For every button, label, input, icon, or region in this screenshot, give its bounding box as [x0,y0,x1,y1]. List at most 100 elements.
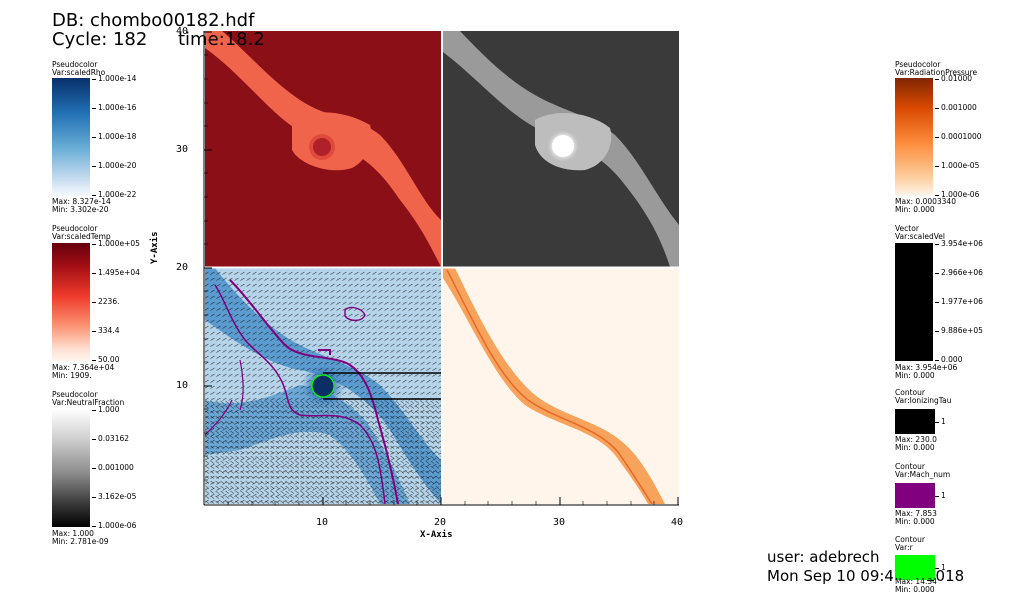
tick-label: 1.000e-05 [935,161,979,170]
legend-min: Min: 1909. [52,371,92,380]
legend-scaled-rho: Pseudocolor Var:scaledRho [52,61,105,77]
legend-var: Var:RadiationPressure [895,68,978,77]
legend-r: Contour Var:r [895,536,925,552]
colorbar-ticks: 1.000e-14 1.000e-16 1.000e-18 1.000e-20 … [92,74,152,200]
tick-label: 1.000 [92,405,119,414]
colorbar-ticks: 1.000e+05 1.495e+04 2236. 334.4 50.00 [92,239,152,365]
legend-scaled-vel: Vector Var:scaledVel [895,225,945,241]
tick-label: 334.4 [92,326,119,335]
colorbar-scaled-temp [52,243,90,361]
y-tick-label: 20 [176,262,189,273]
tick-label: 1.000e-16 [92,103,136,112]
x-tick-label: 20 [434,517,447,528]
contour-level: 1 [935,563,965,573]
legend-var: Var:scaledTemp [52,232,111,241]
panel-temperature [205,31,441,267]
contour-level: 1 [935,417,965,427]
contour-swatch-mach-num [895,483,935,508]
contour-level: 1 [935,491,965,501]
tick-label: 2.966e+06 [935,268,983,277]
date-label-tail: 2018 [926,567,965,585]
legend-mach-num: Contour Var:Mach_num [895,463,950,479]
date-label: Mon Sep 10 09:4 [767,567,894,585]
legend-var: Var:r [895,543,913,552]
legend-max: Max: 0.0003340 [895,197,956,206]
tick-label: 1.000e-06 [92,521,136,530]
legend-min: Min: 0.000 [895,517,935,526]
legend-plot-type: Contour [895,462,925,471]
legend-radiation-pressure: Pseudocolor Var:RadiationPressure [895,61,977,77]
legend-min: Min: 0.000 [895,371,935,380]
tick-label: 0.000 [935,355,962,364]
database-title: DB: chombo00182.hdf [52,10,255,31]
legend-ionizing-tau: Contour Var:IonizingTau [895,389,951,405]
x-tick-label: 40 [671,517,684,528]
tick-label: 1.000e-20 [92,161,136,170]
legend-plot-type: Pseudocolor [52,390,98,399]
legend-max: Max: 14.34 [895,577,937,586]
legend-neutral-fraction: Pseudocolor Var:NeutralFraction [52,391,124,407]
legend-var: Var:NeutralFraction [52,398,125,407]
colorbar-radiation-pressure [895,78,933,196]
tick-label: 1.000e-18 [92,132,136,141]
legend-scaled-temp: Pseudocolor Var:scaledTemp [52,225,111,241]
cycle-label: Cycle: 182 [52,29,148,50]
legend-plot-type: Contour [895,388,925,397]
tick-label: 0.03162 [92,434,129,443]
legend-min: Min: 0.000 [895,585,935,594]
y-tick-label: 30 [176,144,189,155]
legend-plot-type: Contour [895,535,925,544]
time-label: time:18.2 [178,29,265,50]
contour-swatch-r [895,555,935,580]
legend-max: Max: 1.000 [52,529,94,538]
user-label: user: adebrech [767,548,880,566]
legend-max: Max: 230.0 [895,435,937,444]
tick-label: 0.001000 [935,103,977,112]
tick-label: 1.000e-06 [935,190,979,199]
legend-var: Var:IonizingTau [895,396,952,405]
tick-label: 1.495e+04 [92,268,140,277]
legend-max: Max: 3.954e+06 [895,363,958,372]
colorbar-scaled-rho [52,78,90,196]
legend-min: Min: 2.781e-09 [52,537,109,546]
panel-density-vectors [205,268,441,504]
tick-label: 2236. [92,297,119,306]
x-axis-label: X-Axis [420,530,453,540]
legend-plot-type: Pseudocolor [52,60,98,69]
panel-radiation-pressure [443,268,679,504]
colorbar-ticks: 3.954e+06 2.966e+06 1.977e+06 9.886e+05 … [935,239,995,365]
legend-min: Min: 0.000 [895,205,935,214]
tick-label: 50.00 [92,355,119,364]
legend-min: Min: 0.000 [895,443,935,452]
y-tick-label: 40 [176,26,189,37]
tick-label: 0.001000 [92,463,134,472]
legend-var: Var:scaledRho [52,68,106,77]
legend-var: Var:Mach_num [895,470,951,479]
tick-label: 9.886e+05 [935,326,983,335]
colorbar-scaled-vel [895,243,933,361]
tick-label: 0.01000 [935,74,972,83]
colorbar-ticks: 1.000 0.03162 0.001000 3.162e-05 1.000e-… [92,405,152,531]
legend-var: Var:scaledVel [895,232,945,241]
legend-plot-type: Pseudocolor [52,224,98,233]
colorbar-ticks: 0.01000 0.001000 0.0001000 1.000e-05 1.0… [935,74,995,200]
legend-max: Max: 8.327e-14 [52,197,111,206]
legend-plot-type: Vector [895,224,919,233]
x-tick-label: 10 [316,517,329,528]
tick-label: 3.954e+06 [935,239,983,248]
tick-label: 3.162e-05 [92,492,136,501]
legend-plot-type: Pseudocolor [895,60,941,69]
colorbar-neutral-fraction [52,409,90,527]
tick-label: 1.000e-14 [92,74,136,83]
tick-label: 1.000e+05 [92,239,140,248]
x-tick-label: 30 [553,517,566,528]
tick-label: 1.977e+06 [935,297,983,306]
panel-neutral-fraction [443,31,679,267]
contour-swatch-ionizing-tau [895,409,935,434]
y-tick-label: 10 [176,380,189,391]
legend-min: Min: 3.302e-20 [52,205,109,214]
legend-max: Max: 7.364e+04 [52,363,115,372]
tick-label: 1.000e-22 [92,190,136,199]
tick-label: 0.0001000 [935,132,982,141]
